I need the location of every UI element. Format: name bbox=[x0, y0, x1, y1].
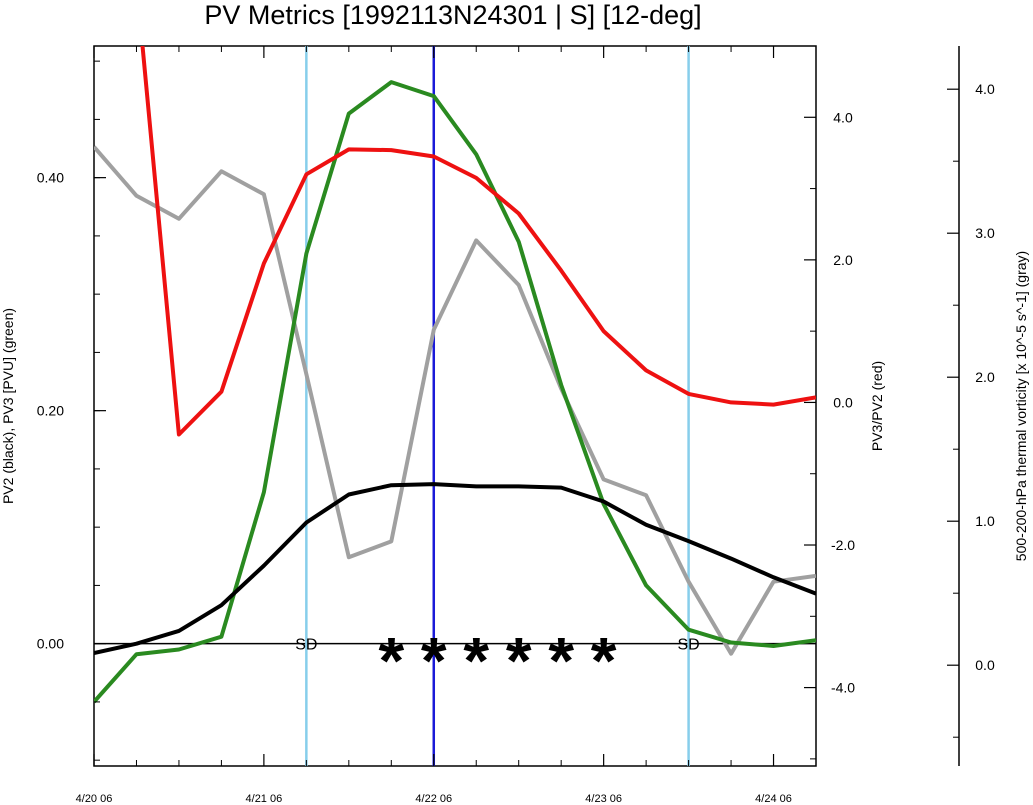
far-right-tick-label: 1.0 bbox=[975, 513, 995, 529]
x-tick-label: 4/22 06 bbox=[415, 793, 452, 805]
chart-title: PV Metrics [1992113N24301 | S] [12-deg] bbox=[204, 0, 701, 30]
far-right-tick-label: 3.0 bbox=[975, 225, 995, 241]
sd-label: SD bbox=[295, 637, 317, 654]
series-line-right-2 bbox=[140, 46, 816, 437]
right-tick-label: 4.0 bbox=[833, 109, 853, 125]
sd-label: SD bbox=[677, 637, 699, 654]
x-tick-label: 4/24 06 bbox=[755, 793, 792, 805]
far-right-tick-label: 2.0 bbox=[975, 369, 995, 385]
series-lines bbox=[94, 46, 816, 704]
star-marker: * bbox=[591, 624, 617, 698]
star-marker: * bbox=[421, 624, 447, 698]
far-right-tick-label: 4.0 bbox=[975, 81, 995, 97]
star-marker: * bbox=[548, 624, 574, 698]
right-tick-label: -4.0 bbox=[831, 680, 855, 696]
left-tick-label: 0.00 bbox=[37, 636, 64, 652]
x-tick-label: 4/23 06 bbox=[585, 793, 622, 805]
star-markers: * * * * * * bbox=[378, 624, 616, 698]
star-marker: * bbox=[506, 624, 532, 698]
axes: 4/20 06 4/21 06 4/22 06 4/23 06 4/24 06 0.00 0… bbox=[37, 45, 995, 805]
star-marker: * bbox=[378, 624, 404, 698]
left-tick-label: 0.40 bbox=[37, 170, 64, 186]
right-tick-label: -2.0 bbox=[831, 537, 855, 553]
x-tick-label: 4/21 06 bbox=[246, 793, 283, 805]
plot-frame bbox=[93, 45, 817, 767]
right-tick-label: 2.0 bbox=[833, 252, 853, 268]
far-right-tick-label: 0.0 bbox=[975, 657, 995, 673]
far-right-axis-title: 500-200-hPa thermal vorticity [x 10^-5 s… bbox=[1013, 251, 1029, 561]
x-tick-label: 4/20 06 bbox=[76, 793, 113, 805]
series-line-left-1 bbox=[94, 80, 816, 704]
series-line-far_right-3 bbox=[94, 145, 816, 656]
star-marker: * bbox=[463, 624, 489, 698]
plot-border bbox=[93, 45, 817, 767]
vertical-lines: SD SD bbox=[295, 46, 700, 766]
right-axis-title: PV3/PV2 (red) bbox=[869, 361, 885, 451]
left-tick-label: 0.20 bbox=[37, 403, 64, 419]
left-axis-title: PV2 (black), PV3 [PVU] (green) bbox=[0, 308, 16, 504]
right-tick-label: 0.0 bbox=[833, 394, 853, 410]
series-line-left-0 bbox=[94, 482, 816, 655]
